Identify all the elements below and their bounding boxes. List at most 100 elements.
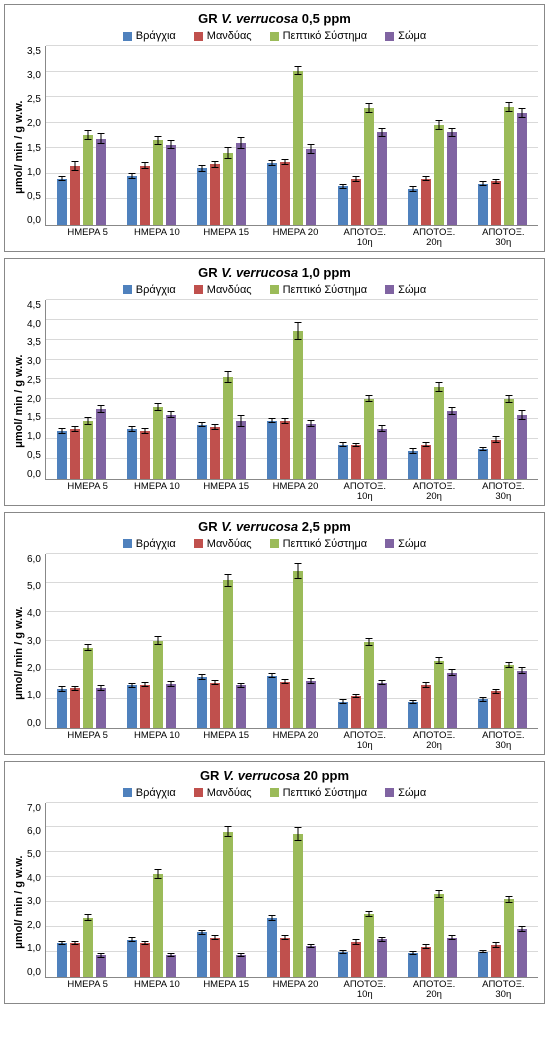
error-bar: [285, 159, 286, 165]
bar: [434, 387, 444, 479]
bar-group: [257, 554, 327, 728]
bar: [306, 424, 316, 479]
error-bar: [202, 422, 203, 427]
y-tick: 1,0: [27, 943, 41, 954]
error-bar: [342, 950, 343, 954]
error-bar: [509, 662, 510, 668]
x-tick: ΑΠΟΤΟΞ.20η: [399, 226, 468, 249]
plot-row: 4,54,03,53,02,52,01,51,00,50,0: [27, 300, 538, 480]
bar: [70, 688, 80, 727]
bar: [491, 945, 501, 977]
y-tick: 6,0: [27, 826, 41, 837]
bar: [408, 451, 418, 479]
chart-title: GR V. verrucosa 2,5 ppm: [11, 519, 538, 534]
x-tick: ΗΜΕΡΑ 20: [261, 226, 330, 249]
error-bar: [131, 937, 132, 942]
y-tick: 1,0: [27, 167, 41, 178]
bar: [447, 411, 457, 479]
legend-swatch: [123, 285, 132, 294]
x-tick: ΑΠΟΤΟΞ.10η: [330, 978, 399, 1001]
bar: [364, 642, 374, 728]
x-spacer: [27, 480, 53, 503]
legend-label: Μανδύας: [207, 787, 252, 799]
bar: [421, 685, 431, 728]
bar-groups: [46, 803, 538, 977]
legend: ΒράγχιαΜανδύαςΠεπτικό ΣύστημαΣώμα: [11, 284, 538, 296]
bar: [236, 955, 246, 977]
y-tick: 1,5: [27, 412, 41, 423]
error-bar: [87, 644, 88, 652]
bar: [421, 947, 431, 977]
legend-swatch: [385, 285, 394, 294]
y-tick: 5,0: [27, 581, 41, 592]
error-bar: [170, 411, 171, 418]
bar-groups: [46, 554, 538, 728]
bar: [140, 943, 150, 977]
legend-item: Σώμα: [385, 538, 426, 550]
bar: [96, 688, 106, 727]
bar-group: [116, 803, 186, 977]
error-bar: [413, 951, 414, 955]
bar: [210, 427, 220, 479]
bar: [504, 107, 514, 225]
error-bar: [311, 420, 312, 427]
bar: [83, 421, 93, 479]
bar: [447, 938, 457, 977]
chart-body: μmol/ min / g w.w.7,06,05,04,03,02,01,00…: [11, 803, 538, 1001]
y-tick: 2,0: [27, 394, 41, 405]
y-tick: 0,5: [27, 450, 41, 461]
bar: [517, 113, 527, 225]
chart-panel-0: GR V. verrucosa 0,5 ppmΒράγχιαΜανδύαςΠεπ…: [4, 4, 545, 252]
error-bar: [272, 418, 273, 423]
error-bar: [100, 685, 101, 691]
bar: [421, 445, 431, 479]
x-tick: ΗΜΕΡΑ 15: [192, 480, 261, 503]
error-bar: [452, 669, 453, 676]
error-bar: [157, 636, 158, 645]
error-bar: [87, 914, 88, 921]
y-tick: 7,0: [27, 803, 41, 814]
bar: [364, 914, 374, 977]
x-ticks: ΗΜΕΡΑ 5ΗΜΕΡΑ 10ΗΜΕΡΑ 15ΗΜΕΡΑ 20ΑΠΟΤΟΞ.10…: [27, 729, 538, 752]
error-bar: [215, 161, 216, 168]
bar-group: [46, 803, 116, 977]
error-bar: [170, 953, 171, 957]
error-bar: [215, 935, 216, 940]
bar: [70, 943, 80, 977]
bar: [478, 449, 488, 479]
error-bar: [413, 700, 414, 705]
x-tick: ΑΠΟΤΟΞ.30η: [469, 729, 538, 752]
legend-label: Μανδύας: [207, 538, 252, 550]
y-tick: 6,0: [27, 554, 41, 565]
legend-swatch: [270, 788, 279, 797]
x-spacer: [27, 729, 53, 752]
bar: [504, 899, 514, 977]
bar-group: [46, 554, 116, 728]
bar: [280, 162, 290, 225]
legend-item: Πεπτικό Σύστημα: [270, 284, 368, 296]
chart-title: GR V. verrucosa 20 ppm: [11, 768, 538, 783]
bar: [57, 689, 67, 728]
bar: [306, 946, 316, 977]
bar-group: [327, 803, 397, 977]
bar: [210, 164, 220, 225]
bar: [236, 421, 246, 479]
error-bar: [100, 953, 101, 958]
legend-label: Σώμα: [398, 787, 426, 799]
chart-grid: GR V. verrucosa 0,5 ppmΒράγχιαΜανδύαςΠεπ…: [4, 4, 545, 1004]
bar: [83, 918, 93, 977]
bar: [338, 445, 348, 479]
legend-swatch: [123, 32, 132, 41]
error-bar: [483, 697, 484, 702]
error-bar: [522, 926, 523, 932]
y-tick: 0,0: [27, 215, 41, 226]
error-bar: [144, 162, 145, 169]
x-tick: ΑΠΟΤΟΞ.10η: [330, 729, 399, 752]
bar: [96, 139, 106, 225]
x-tick: ΑΠΟΤΟΞ.10η: [330, 226, 399, 249]
bar: [153, 874, 163, 977]
error-bar: [439, 890, 440, 898]
bar: [377, 429, 387, 479]
legend-swatch: [270, 285, 279, 294]
error-bar: [439, 382, 440, 392]
